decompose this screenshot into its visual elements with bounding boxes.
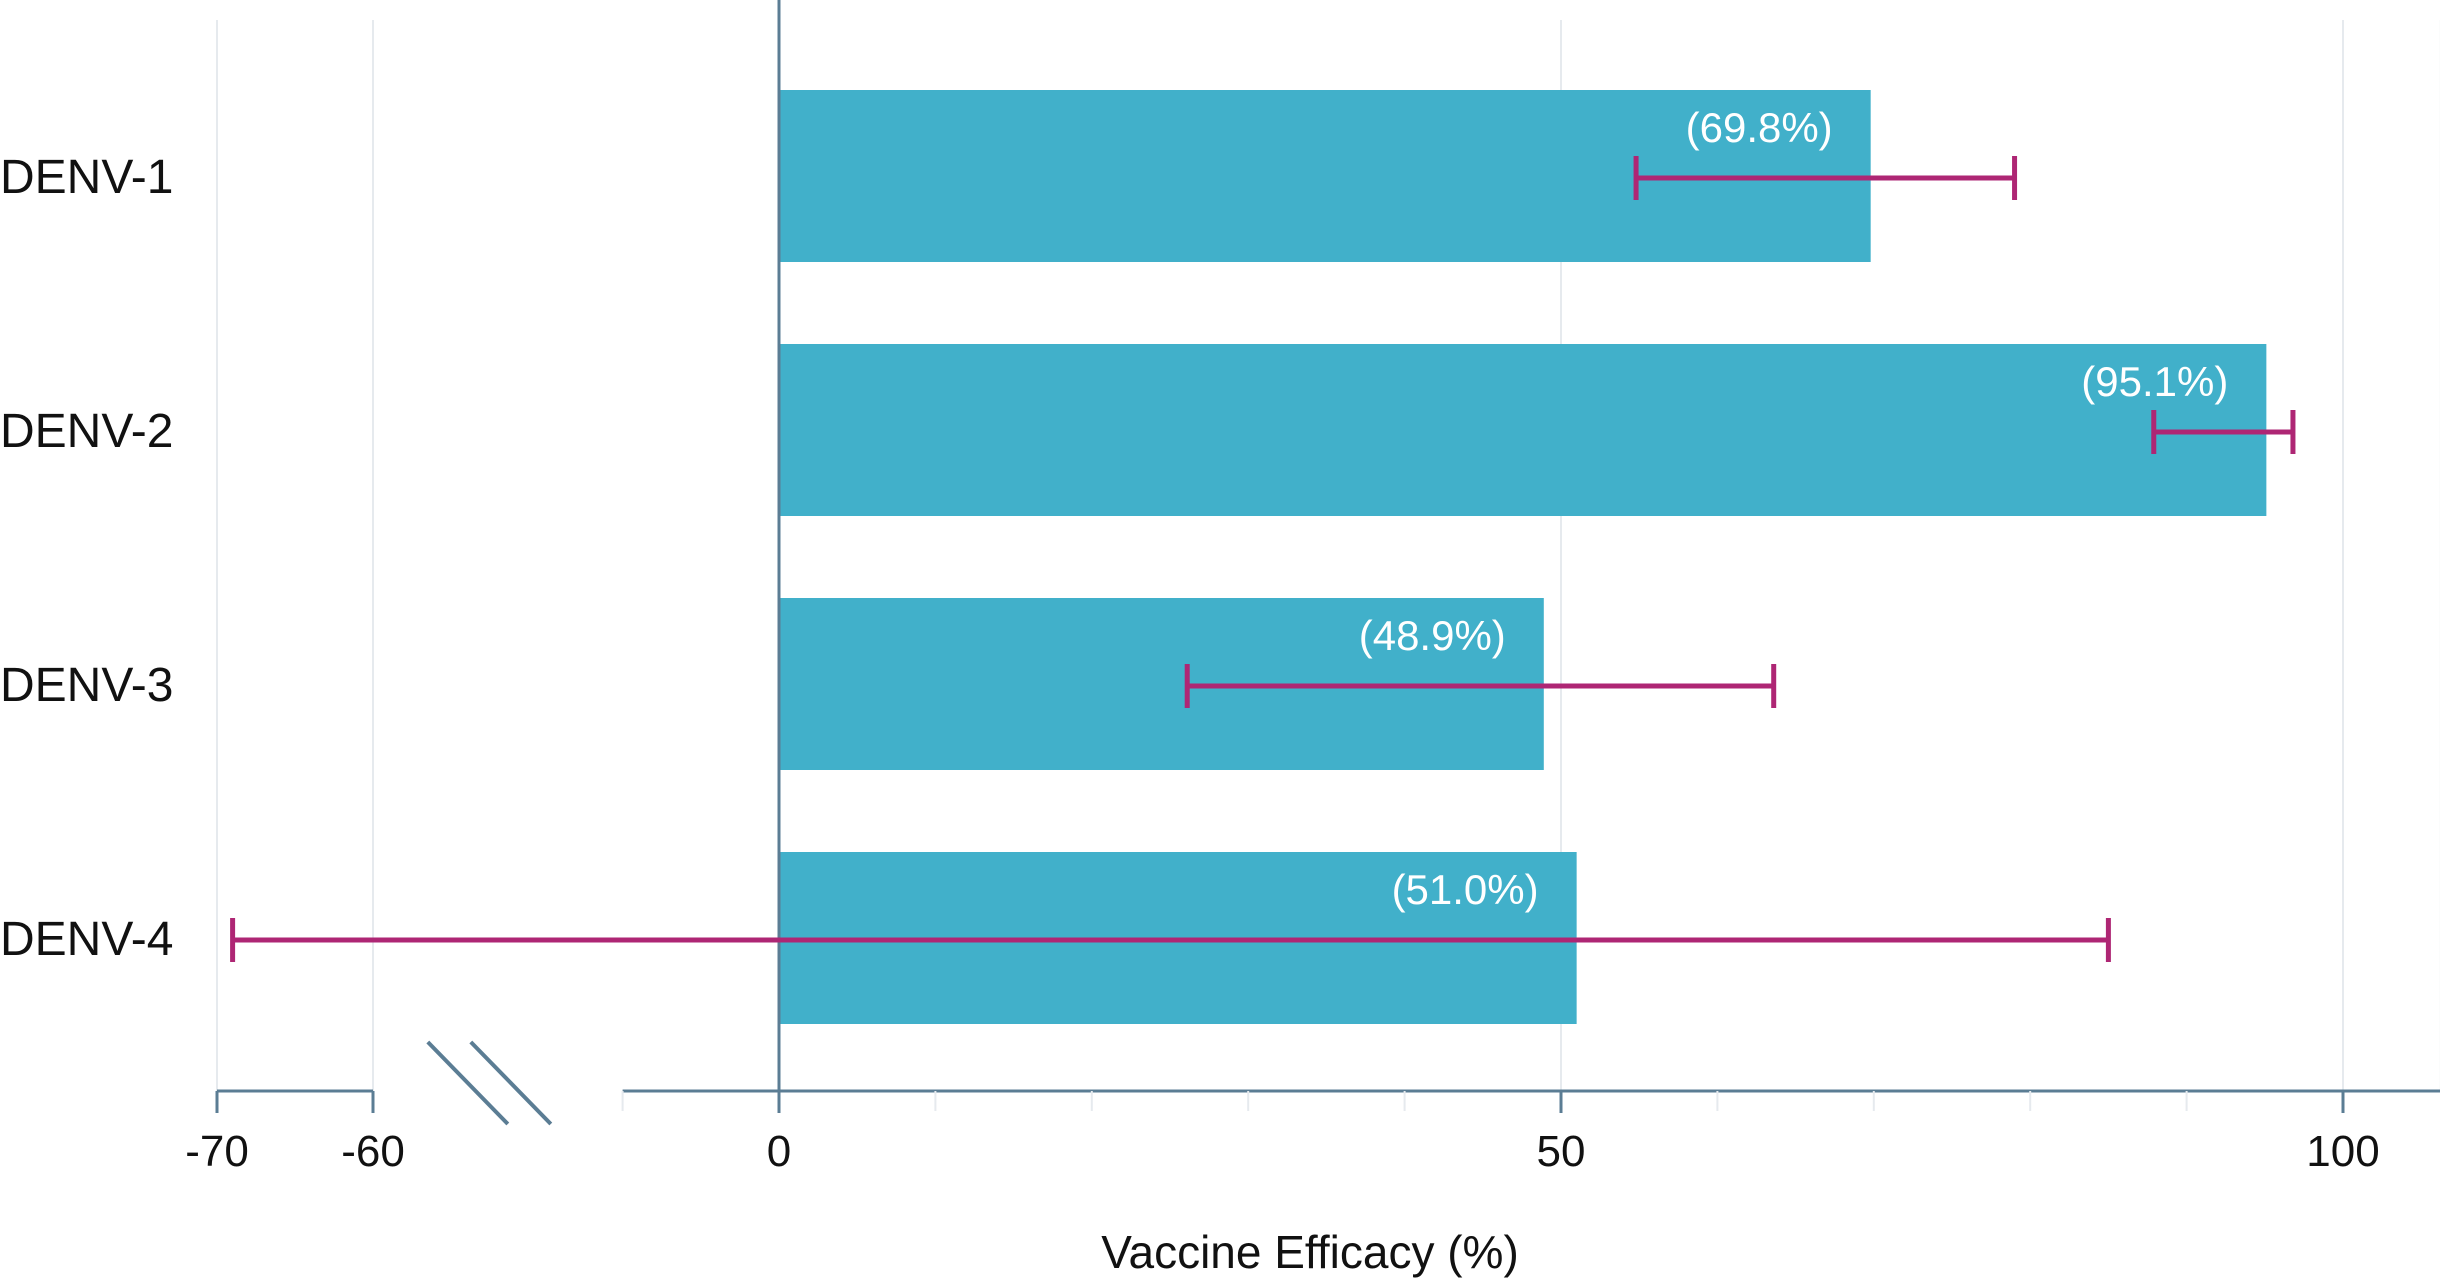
x-axis: -70 -60 0 50 100	[185, 0, 2440, 1176]
x-tick-label-50: 50	[1537, 1127, 1586, 1176]
category-label-denv-1: DENV-1	[0, 151, 173, 204]
error-bars	[230, 156, 2296, 962]
value-label-denv-3: (48.9%)	[1359, 612, 1506, 659]
x-tick-label--70: -70	[185, 1127, 249, 1176]
value-label-denv-2: (95.1%)	[2081, 358, 2228, 405]
value-label-denv-1: (69.8%)	[1686, 104, 1833, 151]
x-axis-title: Vaccine Efficacy (%)	[1101, 1226, 1519, 1278]
x-tick-label-100: 100	[2306, 1127, 2379, 1176]
x-tick-label-0: 0	[767, 1127, 791, 1176]
axis-break-mark-2	[469, 1040, 553, 1126]
value-label-denv-4: (51.0%)	[1392, 866, 1539, 913]
category-label-denv-4: DENV-4	[0, 913, 173, 966]
category-label-denv-3: DENV-3	[0, 659, 173, 712]
category-label-denv-2: DENV-2	[0, 405, 173, 458]
x-tick-label--60: -60	[341, 1127, 405, 1176]
labels: DENV-1 (69.8%) DENV-2 (95.1%) DENV-3 (48.9%) D…	[0, 104, 2228, 966]
bar-denv-2	[779, 344, 2267, 516]
axis-break-mark-1	[426, 1040, 510, 1126]
